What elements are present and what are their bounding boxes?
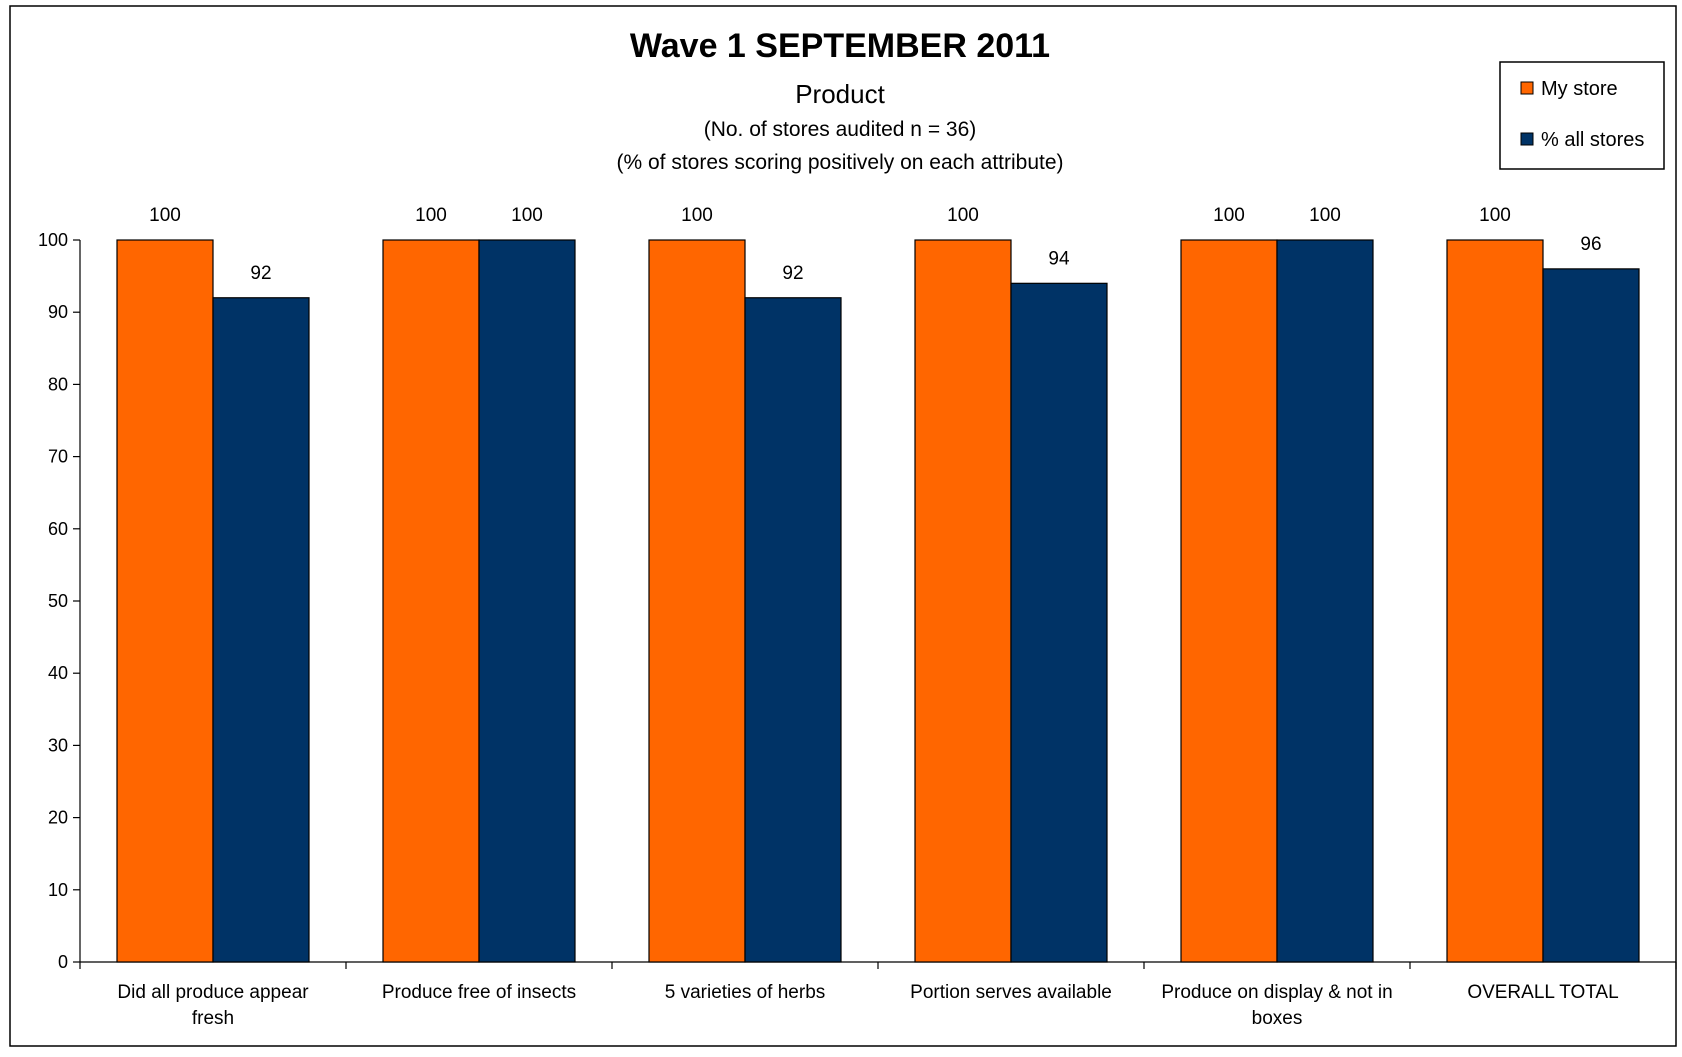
legend: My store % all stores — [1499, 61, 1665, 170]
legend-swatch-all-stores — [1520, 132, 1534, 146]
x-category-label: Did all produce appear — [117, 982, 309, 1003]
y-tick-label: 40 — [48, 663, 68, 683]
bar-my-store — [382, 239, 480, 963]
bar-all-stores — [1010, 282, 1108, 963]
x-category-label: boxes — [1252, 1008, 1303, 1029]
data-label: 94 — [1048, 248, 1070, 269]
y-tick-label: 50 — [48, 591, 68, 611]
data-label: 92 — [250, 263, 271, 284]
x-category-label: Produce on display & not in — [1161, 982, 1392, 1003]
y-tick-label: 0 — [58, 952, 68, 972]
data-label: 100 — [1213, 205, 1245, 226]
chart-note-sample-size: (No. of stores audited n = 36) — [704, 118, 977, 141]
data-label: 100 — [511, 205, 543, 226]
bar-all-stores — [1542, 268, 1640, 963]
bar-my-store — [1180, 239, 1278, 963]
y-tick-label: 30 — [48, 735, 68, 755]
data-label: 96 — [1580, 234, 1601, 255]
y-tick-label: 70 — [48, 447, 68, 467]
data-label: 92 — [782, 263, 803, 284]
bar-my-store — [914, 239, 1012, 963]
bar-all-stores — [212, 297, 310, 963]
y-tick-label: 80 — [48, 374, 68, 394]
bar-all-stores — [744, 297, 842, 963]
y-tick-label: 60 — [48, 519, 68, 539]
data-label: 100 — [1309, 205, 1341, 226]
x-category-label: OVERALL TOTAL — [1467, 982, 1618, 1003]
x-category-label: Produce free of insects — [382, 982, 576, 1003]
x-category-label: Portion serves available — [910, 982, 1112, 1003]
legend-box — [1499, 61, 1665, 170]
legend-label-all-stores: % all stores — [1541, 129, 1644, 151]
chart-subtitle: Product — [795, 79, 885, 109]
data-label: 100 — [415, 205, 447, 226]
chart-note-description: (% of stores scoring positively on each … — [616, 151, 1063, 174]
bar-my-store — [116, 239, 214, 963]
y-tick-label: 100 — [38, 230, 68, 250]
y-tick-label: 20 — [48, 808, 68, 828]
data-label: 100 — [149, 205, 181, 226]
plot-area: 0 10 20 30 40 50 60 70 80 90 100 100 92 Did all produ… — [38, 205, 1677, 1029]
chart-title: Wave 1 SEPTEMBER 2011 — [630, 27, 1050, 65]
data-label: 100 — [1479, 205, 1511, 226]
bar-my-store — [1446, 239, 1544, 963]
bar-my-store — [648, 239, 746, 963]
x-category-label: fresh — [192, 1008, 234, 1029]
legend-label-my-store: My store — [1541, 78, 1618, 100]
data-label: 100 — [681, 205, 713, 226]
bar-all-stores — [1276, 239, 1374, 963]
bar-all-stores — [478, 239, 576, 963]
y-tick-label: 10 — [48, 880, 68, 900]
legend-swatch-my-store — [1520, 81, 1534, 95]
y-tick-label: 90 — [48, 302, 68, 322]
x-category-label: 5 varieties of herbs — [665, 982, 826, 1003]
data-label: 100 — [947, 205, 979, 226]
